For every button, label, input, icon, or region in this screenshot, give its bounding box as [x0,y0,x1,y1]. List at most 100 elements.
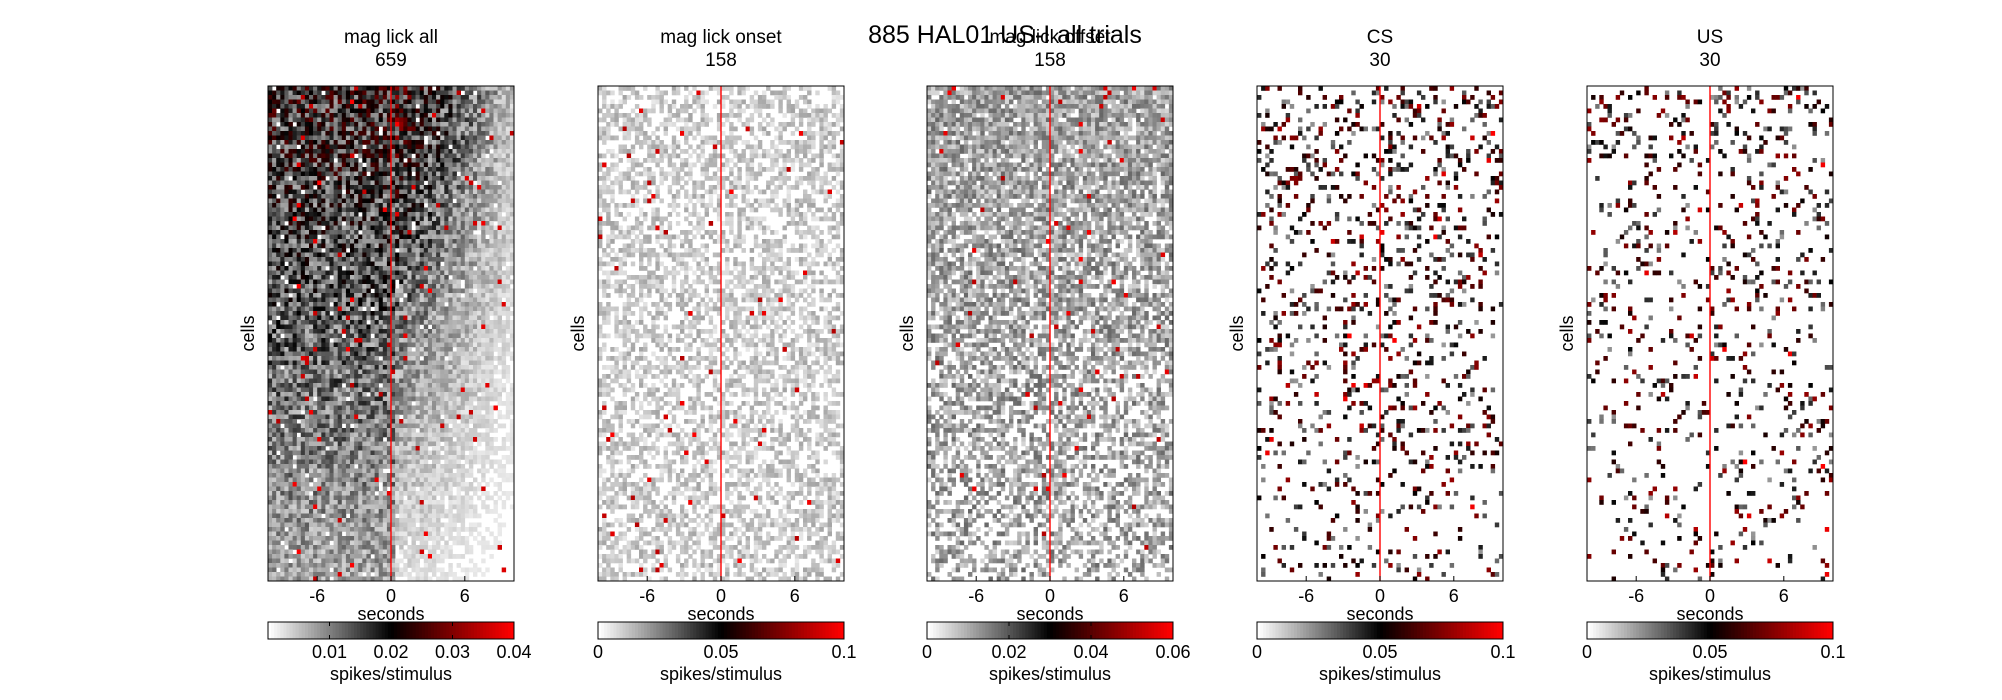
heatmap-cell [374,473,379,478]
heatmap-cell [337,446,343,451]
heatmap-cell [395,329,400,334]
heatmap-cell [366,446,371,451]
heatmap-cell [296,347,302,352]
heatmap-cell [403,297,408,303]
heatmap-cell [288,405,293,411]
heatmap-cell [304,117,310,123]
heatmap-cell [427,428,433,433]
heatmap-cell [452,203,457,208]
heatmap-cell [485,239,490,244]
heatmap-cell [464,153,470,159]
heatmap-cell [485,149,490,154]
heatmap-cell [477,342,482,348]
heatmap-cell [313,176,318,181]
heatmap-cell [419,392,425,397]
heatmap-cell [288,396,293,402]
heatmap-cell [489,131,494,136]
heatmap-cell [321,140,326,145]
heatmap-cell [345,360,351,366]
heatmap-cell [300,392,306,397]
heatmap-cell [432,131,437,136]
heatmap-cell [300,414,306,420]
heatmap-cell [432,315,437,321]
heatmap-cell [333,432,338,438]
heatmap-cell [366,198,371,204]
heatmap-cell [391,126,396,132]
heatmap-cell [362,122,367,127]
heatmap-cell [391,302,396,307]
heatmap-cell [473,432,478,438]
heatmap-cell [440,171,445,177]
heatmap-cell [407,261,412,267]
heatmap-cell [427,473,433,478]
heatmap-cell [325,284,330,289]
heatmap-cell [460,104,466,109]
heatmap-cell [366,248,371,253]
heatmap-cell [440,365,445,370]
heatmap-cell [460,185,466,190]
heatmap-cell [444,167,449,172]
heatmap-cell [460,455,466,460]
heatmap-cell [489,248,494,253]
heatmap-cell [272,455,277,460]
heatmap-cell [481,383,486,388]
heatmap-cell [473,423,478,429]
heatmap-cell [358,320,363,325]
heatmap-cell [427,405,433,411]
heatmap-cell [432,126,437,132]
heatmap-cell [493,419,498,424]
heatmap-cell [391,437,396,442]
heatmap-cell [370,162,375,168]
heatmap-cell [456,279,461,285]
heatmap-cell [284,257,289,262]
heatmap-cell [292,158,297,163]
heatmap-cell [391,284,396,289]
heatmap-cell [444,126,449,132]
heatmap-cell [304,252,310,258]
heatmap-cell [374,392,379,397]
heatmap-cell [378,315,384,321]
heatmap-cell [268,432,273,438]
heatmap-cell [444,423,449,429]
heatmap-cell [374,423,379,429]
heatmap-cell [464,351,470,357]
heatmap-cell [432,320,437,325]
heatmap-cell [423,284,429,289]
heatmap-cell [432,257,437,262]
heatmap-cell [329,356,334,361]
heatmap-cell [444,135,449,141]
heatmap-cell [288,419,293,424]
heatmap-cell [345,270,351,276]
heatmap-cell [317,95,322,100]
heatmap-cell [350,464,355,469]
heatmap-cell [448,153,453,159]
heatmap-cell [497,158,502,163]
heatmap-cell [321,113,326,118]
heatmap-cell [321,131,326,136]
heatmap-cell [272,104,277,109]
heatmap-cell [395,365,400,370]
heatmap-cell [313,180,318,186]
heatmap-cell [403,248,408,253]
heatmap-cell [477,396,482,402]
heatmap-cell [505,306,511,312]
heatmap-cell [366,365,371,370]
heatmap-cell [333,365,338,370]
heatmap-cell [341,351,347,357]
heatmap-cell [505,315,511,321]
heatmap-cell [452,225,457,231]
heatmap-cell [440,347,445,352]
heatmap-cell [501,306,507,312]
heatmap-cell [415,432,420,438]
heatmap-cell [309,428,314,433]
heatmap-cell [333,113,338,118]
heatmap-cell [427,410,433,415]
heatmap-cell [460,396,466,402]
heatmap-cell [407,95,412,100]
heatmap-cell [419,369,425,375]
heatmap-cell [292,270,297,276]
heatmap-cell [464,360,470,366]
heatmap-cell [481,252,486,258]
heatmap-cell [362,243,367,249]
heatmap-cell [374,113,379,118]
